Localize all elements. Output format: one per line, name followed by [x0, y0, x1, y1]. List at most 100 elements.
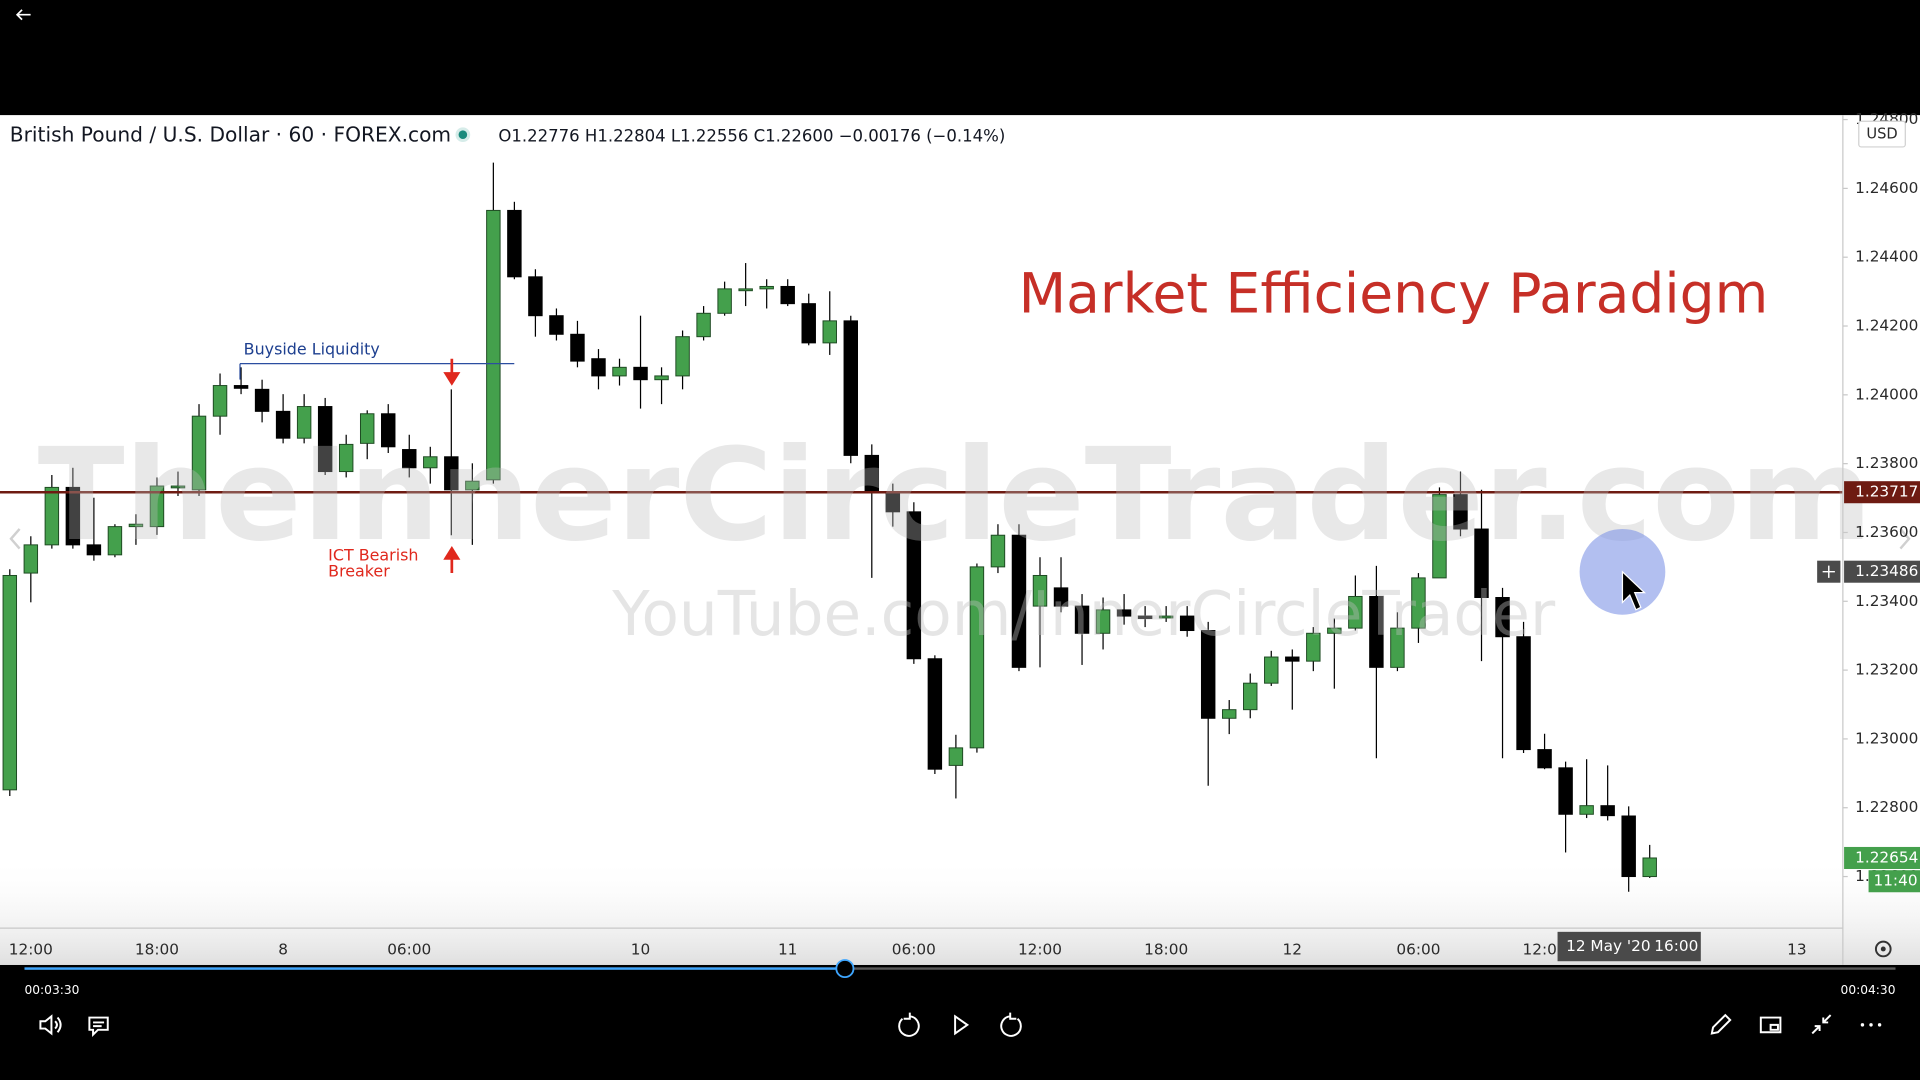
candle-body [317, 406, 333, 473]
candle-body [465, 480, 480, 491]
settings-center [1880, 946, 1886, 952]
x-tick-label: 06:00 [387, 941, 431, 959]
crosshair-price-bg [1844, 560, 1920, 583]
candle-body [1179, 615, 1195, 632]
candle-body [254, 388, 270, 412]
candle-body [23, 544, 39, 574]
countdown: 11:40 [1873, 872, 1917, 890]
candle-body [1116, 609, 1132, 617]
candle-body [1621, 815, 1636, 878]
annotation: Buyside Liquidity [244, 340, 380, 359]
candle-body [1011, 534, 1027, 668]
scroll-left[interactable] [9, 528, 21, 550]
x-tick-label: 06:00 [892, 941, 936, 959]
candle-body [927, 658, 943, 770]
x-tick-label: 8 [278, 941, 288, 959]
candle-body [381, 413, 396, 448]
candle-body [2, 574, 18, 791]
crosshair-plus [1822, 565, 1835, 578]
x-tick-label: 06:00 [1396, 941, 1440, 959]
currency-badge [1858, 120, 1906, 148]
candle-body [1579, 805, 1594, 815]
candle-body [1495, 597, 1510, 638]
y-tick-label: 1.23200 [1855, 661, 1918, 679]
volume-button[interactable] [39, 1014, 62, 1036]
candle-body [843, 320, 858, 456]
candle-body [233, 385, 249, 389]
forward-button[interactable] [1000, 1012, 1022, 1037]
candle-body [1264, 656, 1279, 684]
x-tick-label: 12:00 [1523, 941, 1567, 959]
y-tick-label: 1.24200 [1855, 317, 1918, 335]
pip-button[interactable] [1759, 1016, 1782, 1034]
annotation: ICT Bearish [328, 545, 418, 564]
crosshair-date-bg [1557, 931, 1701, 962]
play-button[interactable] [954, 1014, 970, 1036]
plot [0, 162, 1843, 892]
watermark: TheInnerCircleTrader.com [38, 422, 1873, 570]
candle-body [1285, 656, 1300, 662]
candle-body [969, 566, 985, 749]
candle-body [759, 285, 774, 290]
overlays: 1.23717 1.23486 1.22654 11:40 12 May '20 16:0… [1557, 481, 1920, 962]
candle-body [359, 413, 375, 444]
candle-body [1390, 627, 1405, 668]
candle-body [191, 415, 207, 491]
annotation: Breaker [328, 561, 390, 580]
y-tick-label: 1.22800 [1855, 798, 1918, 816]
back-button[interactable] [15, 9, 31, 21]
candle-body [128, 523, 144, 528]
x-tick-label: 10 [631, 941, 650, 959]
candle-body [296, 406, 312, 439]
candle-body [1537, 749, 1552, 769]
x-tick-label: 12 [1283, 941, 1302, 959]
last-price: 1.22654 [1855, 848, 1918, 866]
candle-body [801, 303, 816, 344]
y-tick-label: 1.23000 [1855, 729, 1918, 747]
y-tick-label: 1.23800 [1855, 454, 1918, 472]
candle-body [423, 456, 438, 469]
candle-body [86, 544, 102, 556]
pen-button[interactable] [1710, 1013, 1732, 1035]
candle-body [170, 485, 186, 489]
candle-body [696, 312, 711, 338]
candle-body [338, 443, 354, 473]
settings-button[interactable] [1874, 940, 1892, 958]
rewind-button[interactable] [898, 1012, 920, 1037]
cursor [1621, 570, 1647, 611]
candle-body [549, 315, 564, 335]
scroll-right[interactable] [1899, 528, 1911, 550]
candle-body [1558, 767, 1573, 815]
x-tick-label: 18:00 [1144, 941, 1188, 959]
candle-body [1158, 615, 1174, 619]
level-label-bg [1844, 481, 1920, 504]
y-tick-label: 1.24600 [1855, 179, 1918, 197]
minimize-button[interactable] [1811, 1014, 1832, 1035]
candle-body [1243, 682, 1258, 711]
candle-body [1137, 615, 1153, 619]
axes: 1.226001.228001.230001.232001.234001.236… [9, 110, 1919, 959]
candle-body [1516, 636, 1531, 751]
x-tick-label: 13 [1787, 941, 1806, 959]
more-button[interactable] [1860, 1023, 1882, 1027]
x-tick-label: 12:00 [9, 941, 53, 959]
last-price-bg [1844, 846, 1920, 869]
crosshair-date: 12 May '20 [1566, 937, 1650, 955]
ohlc-legend: O1.22776 H1.22804 L1.22556 C1.22600 −0.0… [498, 127, 1005, 146]
candle-body [1053, 587, 1069, 607]
captions-button[interactable] [88, 1016, 109, 1038]
y-tick-label: 1.23400 [1855, 592, 1918, 610]
candle-body [612, 366, 627, 377]
candle-body [717, 288, 732, 314]
candle-body [1327, 627, 1342, 634]
status-dot [458, 130, 468, 139]
candle-body [1474, 528, 1489, 598]
y-tick-label: 1.24000 [1855, 385, 1918, 403]
currency: USD [1866, 126, 1897, 143]
candle-body [486, 209, 501, 481]
candle-body [1411, 577, 1426, 629]
watermark: YouTube.com/InnerCircleTrader [611, 579, 1556, 650]
progress-handle[interactable] [835, 959, 855, 979]
candle-body [675, 336, 690, 377]
